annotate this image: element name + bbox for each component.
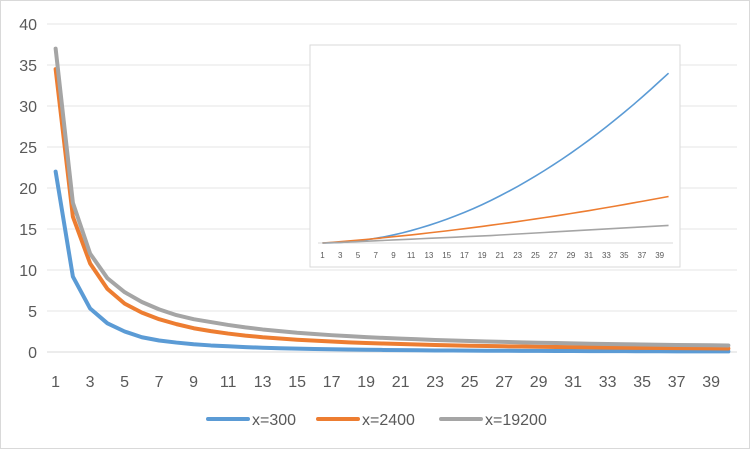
inset-x-tick-label: 5 [356, 251, 361, 260]
x-tick-label: 23 [426, 374, 444, 391]
y-tick-label: 35 [19, 58, 37, 75]
x-tick-label: 11 [220, 374, 237, 391]
y-tick-label: 20 [19, 181, 37, 198]
inset-x-tick-label: 7 [373, 251, 378, 260]
inset-x-tick-label: 15 [442, 251, 451, 260]
x-tick-label: 5 [120, 374, 129, 391]
main-series-lines [53, 46, 731, 354]
inset-x-axis: 1 3 5 7 9 11 13 15 17 19 21 23 25 27 29 31 33 35 37 39 [318, 242, 673, 260]
inset-x-tick-label: 35 [620, 251, 629, 260]
legend-item: x=300 [206, 412, 296, 429]
inset-x-tick-label: 3 [338, 251, 343, 260]
legend-item: x=19200 [439, 412, 547, 429]
y-tick-label: 15 [19, 222, 37, 239]
series-line-x-300 [53, 169, 731, 354]
inset-x-tick-label: 17 [460, 251, 469, 260]
x-tick-label: 21 [392, 374, 410, 391]
x-tick-label: 7 [155, 374, 164, 391]
y-tick-label: 40 [19, 17, 37, 34]
inset-x-tick-label: 33 [602, 251, 611, 260]
inset-x-tick-label: 23 [513, 251, 522, 260]
legend-label: x=19200 [485, 412, 547, 429]
inset-frame [309, 44, 681, 268]
x-tick-label: 1 [51, 374, 60, 391]
x-tick-label: 37 [668, 374, 686, 391]
inset-x-tick-label: 19 [478, 251, 487, 260]
y-tick-label: 25 [19, 140, 37, 157]
series-line-x-2400 [53, 67, 731, 351]
inset-x-tick-label: 27 [549, 251, 558, 260]
y-tick-label: 10 [19, 263, 37, 280]
inset-x-tick-label: 29 [566, 251, 575, 260]
inset-x-tick-label: 39 [655, 251, 664, 260]
inset-x-tick-label: 21 [495, 251, 504, 260]
y-tick-label: 5 [28, 304, 37, 321]
x-tick-label: 25 [461, 374, 479, 391]
inset-x-tick-label: 31 [584, 251, 593, 260]
inset-series-line-2 [322, 195, 669, 244]
legend-item: x=2400 [316, 412, 415, 429]
x-tick-label: 3 [86, 374, 95, 391]
inset-x-tick-label: 13 [424, 251, 433, 260]
inset-x-tick-label: 25 [531, 251, 540, 260]
x-tick-label: 19 [357, 374, 375, 391]
x-tick-label: 27 [495, 374, 513, 391]
inset-x-tick-label: 1 [320, 251, 325, 260]
inset-series-line-3 [322, 224, 669, 244]
y-tick-label: 0 [28, 345, 37, 362]
inset-x-tick-label: 11 [407, 251, 416, 260]
legend-label: x=2400 [362, 412, 415, 429]
x-tick-label: 31 [564, 374, 582, 391]
main-y-axis: 0 5 10 15 20 25 30 35 40 [19, 17, 37, 362]
x-tick-label: 15 [288, 374, 306, 391]
legend: x=300 x=2400 x=19200 [206, 412, 547, 429]
x-tick-label: 17 [323, 374, 341, 391]
inset-x-tick-label: 37 [637, 251, 646, 260]
x-tick-label: 29 [530, 374, 548, 391]
y-tick-label: 30 [19, 99, 37, 116]
series-line-x-19200 [53, 46, 731, 348]
inset-series-lines [322, 72, 670, 244]
x-tick-label: 9 [189, 374, 198, 391]
legend-label: x=300 [252, 412, 296, 429]
main-x-axis: 1 3 5 7 9 11 13 15 17 19 21 23 25 27 29 31 33 35 37 39 [51, 374, 720, 391]
x-tick-label: 13 [254, 374, 272, 391]
x-tick-label: 35 [633, 374, 651, 391]
x-tick-label: 33 [599, 374, 617, 391]
inset-chart: 1 3 5 7 9 11 13 15 17 19 21 23 25 27 29 31 33 35 37 39 [309, 44, 681, 268]
x-tick-label: 39 [702, 374, 720, 391]
inset-x-tick-label: 9 [391, 251, 396, 260]
